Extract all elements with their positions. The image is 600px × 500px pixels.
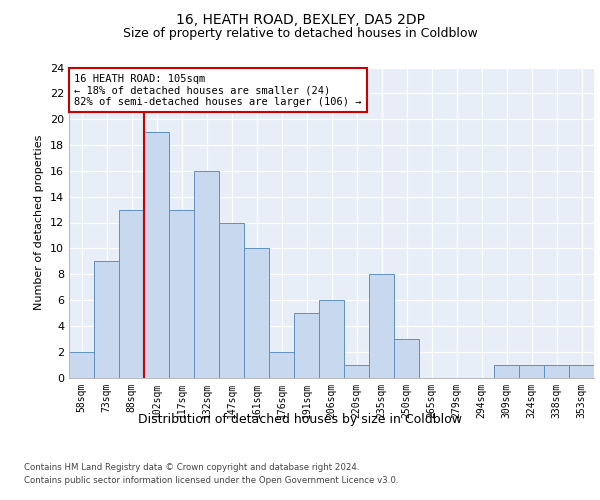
Bar: [519, 364, 544, 378]
Bar: [119, 210, 144, 378]
Text: 16, HEATH ROAD, BEXLEY, DA5 2DP: 16, HEATH ROAD, BEXLEY, DA5 2DP: [176, 12, 425, 26]
Bar: [569, 364, 594, 378]
Text: Contains public sector information licensed under the Open Government Licence v3: Contains public sector information licen…: [24, 476, 398, 485]
Bar: [394, 339, 419, 378]
Bar: [144, 132, 169, 378]
Bar: [244, 248, 269, 378]
Bar: [269, 352, 294, 378]
Bar: [94, 261, 119, 378]
Bar: [319, 300, 344, 378]
Bar: [169, 210, 194, 378]
Bar: [69, 352, 94, 378]
Bar: [544, 364, 569, 378]
Bar: [219, 222, 244, 378]
Text: Size of property relative to detached houses in Coldblow: Size of property relative to detached ho…: [122, 28, 478, 40]
Bar: [294, 313, 319, 378]
Bar: [194, 171, 219, 378]
Text: Contains HM Land Registry data © Crown copyright and database right 2024.: Contains HM Land Registry data © Crown c…: [24, 462, 359, 471]
Text: 16 HEATH ROAD: 105sqm
← 18% of detached houses are smaller (24)
82% of semi-deta: 16 HEATH ROAD: 105sqm ← 18% of detached …: [74, 74, 362, 107]
Y-axis label: Number of detached properties: Number of detached properties: [34, 135, 44, 310]
Text: Distribution of detached houses by size in Coldblow: Distribution of detached houses by size …: [138, 412, 462, 426]
Bar: [494, 364, 519, 378]
Bar: [344, 364, 369, 378]
Bar: [369, 274, 394, 378]
